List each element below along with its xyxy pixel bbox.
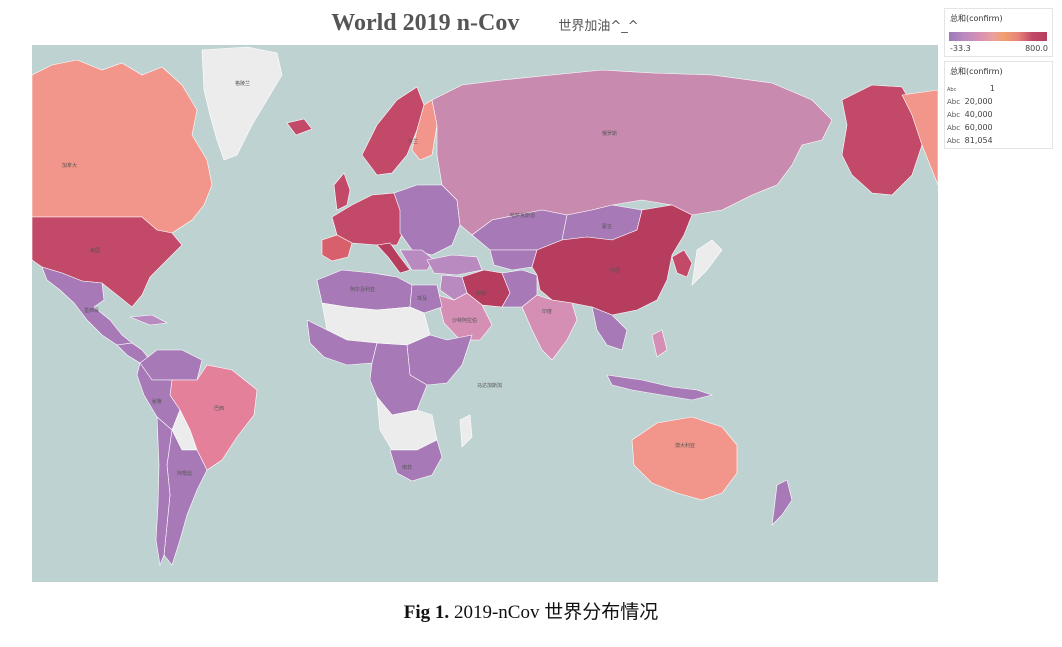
country-new-zealand[interactable]	[771, 479, 793, 526]
size-legend-value: 20,000	[964, 97, 993, 106]
country-madagascar[interactable]	[459, 414, 473, 448]
country-japan[interactable]	[691, 239, 723, 286]
label-canada: 加拿大	[62, 162, 77, 169]
label-saudi: 沙特阿拉伯	[452, 317, 477, 324]
color-legend-min: -33.3	[950, 44, 971, 53]
map-subtitle: 世界加油^_^	[558, 19, 639, 34]
country-finland[interactable]	[411, 99, 438, 161]
country-india[interactable]	[521, 294, 578, 361]
country-mexico[interactable]	[41, 266, 133, 346]
label-brazil: 巴西	[214, 406, 224, 412]
size-legend-abc: Abc	[947, 124, 961, 132]
size-legend-value: 1	[989, 84, 995, 93]
map-title: World 2019 n-Cov	[331, 10, 520, 36]
size-legend-item: Abc 60,000	[947, 123, 1047, 132]
country-greenland[interactable]	[201, 46, 283, 161]
country-russia[interactable]	[431, 69, 833, 236]
country-indonesia[interactable]	[606, 374, 714, 401]
label-usa: 美国	[90, 247, 100, 254]
size-legend-item: Abc 40,000	[947, 110, 1047, 119]
size-legend-item: Abc 1	[947, 84, 1047, 93]
label-iran: 伊朗	[476, 290, 486, 297]
size-legend-abc: Abc	[947, 137, 961, 145]
color-legend: 总和(confirm) -33.3 800.0	[944, 8, 1053, 57]
figure-caption-label: Fig 1.	[403, 602, 450, 623]
country-saudi[interactable]	[436, 292, 493, 341]
size-legend-item: Abc 81,054	[947, 136, 1047, 145]
size-legend-abc: Abc	[947, 98, 961, 106]
world-map[interactable]: 中国 伊朗 俄罗斯 美国 加拿大 巴西 澳大利亚 印度 哈萨克斯坦 蒙古 格陵兰…	[32, 45, 938, 582]
color-legend-title: 总和(confirm)	[950, 14, 1003, 23]
color-legend-max: 800.0	[1025, 44, 1048, 53]
label-algeria: 阿尔及利亚	[350, 286, 375, 293]
country-philippines[interactable]	[651, 329, 668, 358]
label-india: 印度	[542, 308, 552, 315]
country-turkey[interactable]	[426, 254, 483, 276]
size-legend-abc: Abc	[947, 111, 961, 119]
country-spain[interactable]	[321, 234, 353, 262]
label-mexico: 墨西哥	[84, 308, 99, 314]
size-legend-value: 40,000	[964, 110, 993, 119]
country-southeast-asia[interactable]	[591, 306, 628, 351]
label-russia: 俄罗斯	[602, 130, 617, 137]
label-egypt: 埃及	[417, 295, 427, 302]
country-russia-east[interactable]	[841, 84, 928, 196]
country-china[interactable]	[531, 204, 693, 316]
label-south-africa: 南非	[402, 464, 412, 471]
label-finland: 芬兰	[408, 138, 418, 145]
label-peru: 秘鲁	[152, 398, 162, 405]
size-legend-value: 81,054	[964, 136, 993, 145]
label-mongolia: 蒙古	[602, 223, 612, 230]
size-legend-item: Abc 20,000	[947, 97, 1047, 106]
map-title-row: World 2019 n-Cov 世界加油^_^	[32, 10, 938, 46]
label-australia: 澳大利亚	[675, 442, 695, 449]
color-legend-gradient	[949, 32, 1047, 41]
country-cuba[interactable]	[129, 314, 168, 326]
country-central-africa[interactable]	[369, 342, 428, 416]
country-korea-japan[interactable]	[671, 249, 693, 278]
label-greenland: 格陵兰	[235, 80, 250, 87]
country-italy[interactable]	[376, 242, 411, 274]
size-legend-value: 60,000	[964, 123, 993, 132]
country-egypt[interactable]	[409, 284, 443, 314]
label-argentina: 阿根廷	[177, 470, 192, 477]
country-uk[interactable]	[333, 172, 351, 211]
country-south-africa[interactable]	[389, 439, 443, 482]
size-legend-abc: Abc	[947, 87, 957, 93]
country-iceland[interactable]	[286, 118, 313, 136]
country-alaska[interactable]	[901, 89, 938, 186]
country-chile[interactable]	[155, 416, 173, 567]
size-legend: 总和(confirm) Abc 1 Abc 20,000 Abc 40,000 …	[944, 61, 1053, 149]
size-legend-title: 总和(confirm)	[950, 67, 1003, 76]
country-eastern-europe[interactable]	[393, 184, 461, 256]
figure-caption-text: 2019-nCov 世界分布情况	[449, 602, 659, 623]
country-australia[interactable]	[631, 416, 738, 501]
label-china: 中国	[610, 267, 620, 274]
label-madagascar: 马达加斯加	[477, 382, 502, 389]
figure-caption: Fig 1. 2019-nCov 世界分布情况	[0, 597, 1062, 624]
world-map-svg[interactable]: 中国 伊朗 俄罗斯 美国 加拿大 巴西 澳大利亚 印度 哈萨克斯坦 蒙古 格陵兰…	[32, 45, 938, 582]
label-kazakhstan: 哈萨克斯坦	[510, 212, 535, 219]
